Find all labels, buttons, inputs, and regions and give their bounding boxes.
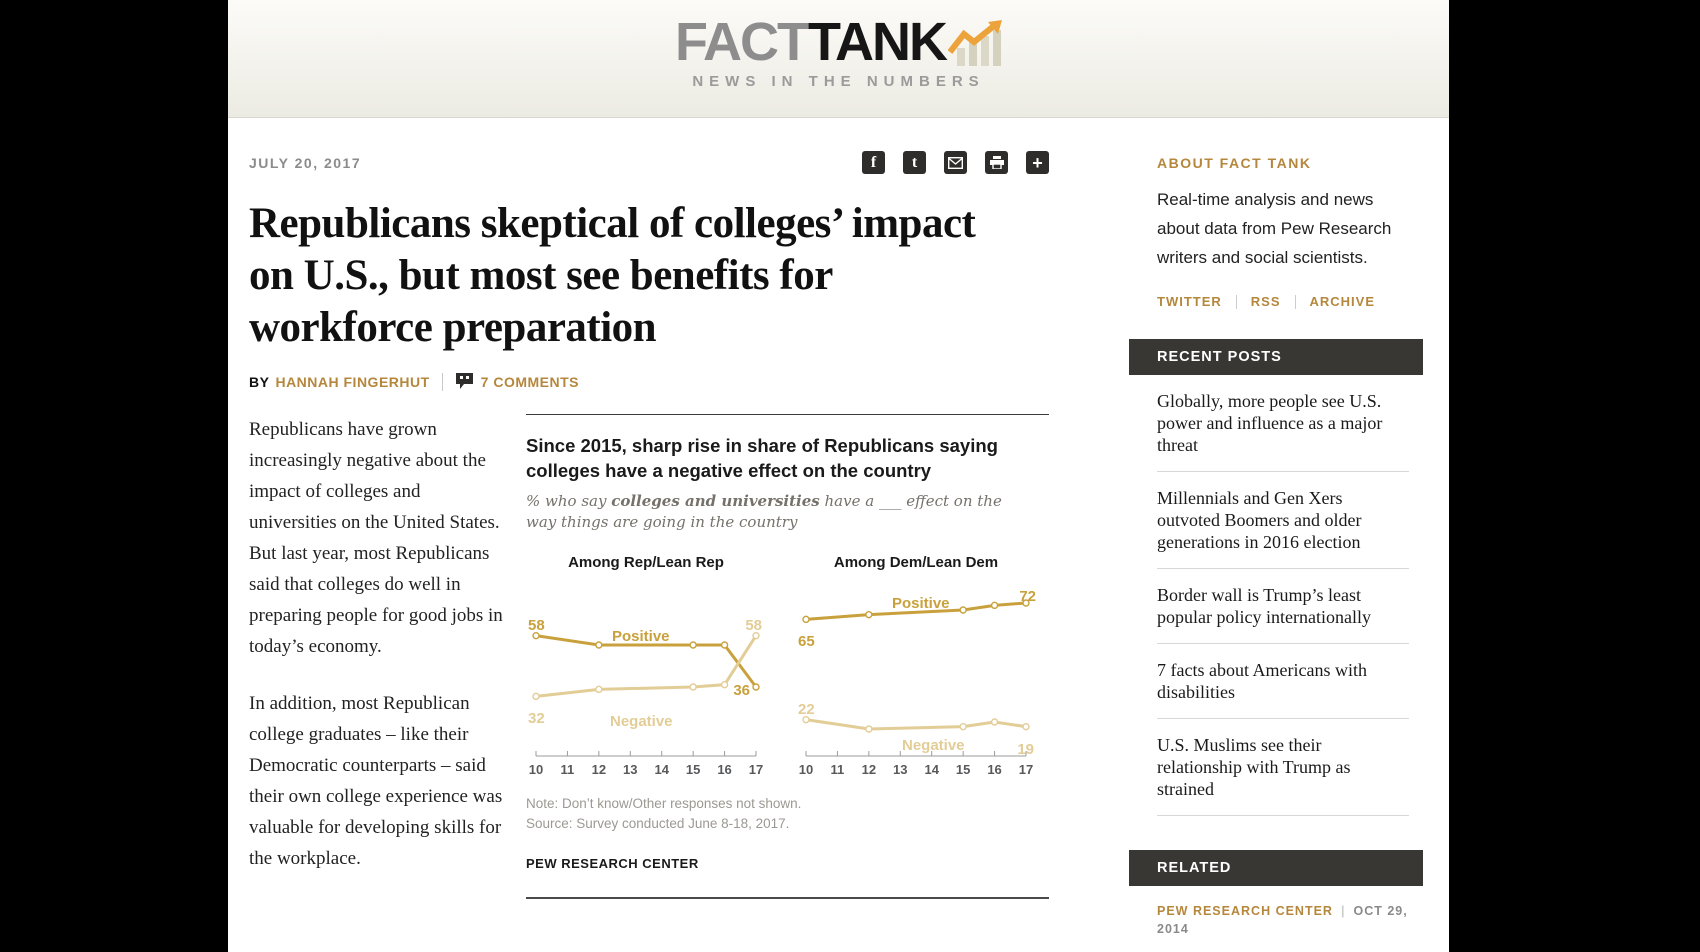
value-label: 58: [528, 617, 545, 634]
twitter-share-icon[interactable]: t: [903, 151, 926, 174]
svg-text:10: 10: [799, 762, 813, 777]
chart-note: Note: Don’t know/Other responses not sho…: [526, 796, 802, 831]
more-share-icon[interactable]: +: [1026, 151, 1049, 174]
article-title: Republicans skeptical of colleges’ impac…: [249, 200, 976, 351]
article-paragraph: Republicans have grown increasingly nega…: [249, 419, 503, 657]
chart-block: Since 2015, sharp rise in share of Repub…: [526, 414, 1049, 899]
svg-text:10: 10: [529, 762, 543, 777]
svg-text:17: 17: [749, 762, 763, 777]
svg-text:12: 12: [862, 762, 876, 777]
byline: BY HANNAH FINGERHUT 7 COMMENTS: [249, 372, 1049, 392]
about-fact-tank-title: ABOUT FACT TANK: [1157, 155, 1312, 171]
series-label-negative: Negative: [610, 713, 673, 730]
twitter-link[interactable]: TWITTER: [1157, 294, 1222, 309]
share-toolbar: f t +: [862, 151, 1049, 174]
svg-text:16: 16: [987, 762, 1001, 777]
svg-text:14: 14: [924, 762, 939, 777]
byline-by-label: BY: [249, 374, 270, 390]
recent-posts-list: Globally, more people see U.S. power and…: [1129, 375, 1429, 816]
article-paragraph: In addition, most Republican college gra…: [249, 693, 503, 869]
print-icon[interactable]: [985, 151, 1008, 174]
masthead: FACTTANK NEWS IN THE NUMBERS: [228, 0, 1449, 118]
about-fact-tank-text: Real-time analysis and news about data f…: [1157, 190, 1392, 267]
trend-chart-icon: [947, 20, 1002, 71]
svg-text:16: 16: [717, 762, 731, 777]
svg-text:11: 11: [831, 762, 845, 777]
panel-title-dem: Among Dem/Lean Dem: [833, 554, 999, 571]
chart-credit: PEW RESEARCH CENTER: [526, 856, 699, 871]
facebook-share-icon[interactable]: f: [862, 151, 885, 174]
recent-post-link[interactable]: Globally, more people see U.S. power and…: [1157, 375, 1409, 472]
svg-text:11: 11: [561, 762, 575, 777]
value-label: 22: [798, 701, 815, 718]
article-column: JULY 20, 2017 f t + Republicans skeptica…: [249, 118, 1049, 938]
article-date: JULY 20, 2017: [249, 154, 362, 171]
recent-posts-header: RECENT POSTS: [1129, 339, 1423, 375]
related-source-link[interactable]: PEW RESEARCH CENTER: [1157, 904, 1333, 918]
byline-divider: [441, 373, 443, 391]
series-label-positive: Positive: [892, 595, 950, 612]
comment-bubble-icon: [455, 372, 474, 392]
rep-line-plot: 10 11 12 13 14 15 16 17: [529, 631, 763, 777]
value-label: 72: [1019, 588, 1036, 605]
chart-panel-dem: Among Dem/Lean Dem 10 11 12 13 14 15 16 17 Posi…: [796, 547, 1036, 784]
article-body: Since 2015, sharp rise in share of Repub…: [249, 414, 1049, 899]
series-label-negative: Negative: [902, 737, 965, 754]
chart-title: Since 2015, sharp rise in share of Repub…: [526, 435, 998, 481]
svg-text:17: 17: [1019, 762, 1033, 777]
value-label: 65: [798, 633, 815, 650]
related-header: RELATED: [1129, 850, 1423, 886]
facttank-logo[interactable]: FACTTANK: [675, 15, 1002, 71]
svg-text:14: 14: [654, 762, 669, 777]
sidebar-links: TWITTER RSS ARCHIVE: [1129, 294, 1429, 309]
sidebar: ABOUT FACT TANK Real-time analysis and n…: [1129, 118, 1429, 938]
logo-tank-text: TANK: [808, 12, 948, 72]
recent-post-link[interactable]: Millennials and Gen Xers outvoted Boomer…: [1157, 472, 1409, 569]
recent-post-link[interactable]: Border wall is Trump’s least popular pol…: [1157, 569, 1409, 644]
value-label: 58: [745, 617, 762, 634]
series-label-positive: Positive: [612, 628, 670, 645]
logo-fact-text: FACT: [675, 12, 810, 72]
svg-text:13: 13: [893, 762, 907, 777]
related-divider: |: [1340, 904, 1346, 918]
comments-link[interactable]: 7 COMMENTS: [480, 374, 580, 390]
link-divider: [1235, 294, 1237, 309]
recent-post-link[interactable]: 7 facts about Americans with disabilitie…: [1157, 644, 1409, 719]
related-item: PEW RESEARCH CENTER | OCT 29, 2014: [1129, 886, 1429, 938]
dem-line-plot: 10 11 12 13 14 15 16 17: [799, 599, 1033, 777]
recent-post-link[interactable]: U.S. Muslims see their relationship with…: [1157, 719, 1409, 816]
chart-subtitle: % who say colleges and universities have…: [526, 492, 1002, 531]
related-date: OCT 29, 2014: [1157, 904, 1408, 936]
panel-title-rep: Among Rep/Lean Rep: [568, 554, 724, 571]
chart-panel-rep: Among Rep/Lean Rep 10 11 12 13 14 15 16 17 58 P…: [526, 547, 766, 784]
author-link[interactable]: HANNAH FINGERHUT: [275, 374, 430, 390]
svg-text:13: 13: [623, 762, 637, 777]
svg-text:15: 15: [686, 762, 700, 777]
value-label: 36: [733, 682, 750, 699]
rss-link[interactable]: RSS: [1250, 294, 1281, 309]
page-card: FACTTANK NEWS IN THE NUMBERS JULY 20, 20…: [228, 0, 1449, 952]
svg-text:12: 12: [592, 762, 606, 777]
archive-link[interactable]: ARCHIVE: [1309, 294, 1376, 309]
email-share-icon[interactable]: [944, 151, 967, 174]
value-label: 19: [1017, 741, 1034, 758]
value-label: 32: [528, 710, 545, 727]
svg-text:15: 15: [956, 762, 970, 777]
masthead-tagline: NEWS IN THE NUMBERS: [692, 73, 985, 90]
link-divider: [1294, 294, 1296, 309]
